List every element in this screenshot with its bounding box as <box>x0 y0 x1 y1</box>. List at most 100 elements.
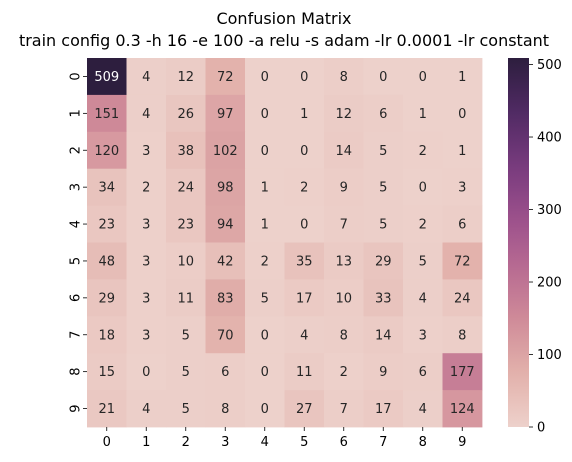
cell-value-label: 38 <box>177 144 194 159</box>
x-axis-ticks: 0 1 2 3 4 5 6 7 8 9 <box>103 427 466 450</box>
heatmap-cell <box>126 390 167 428</box>
heatmap-cell <box>126 94 167 133</box>
heatmap-cell <box>245 316 285 354</box>
y-tick-label: 6 <box>69 294 84 302</box>
cell-value-label: 14 <box>375 328 392 343</box>
cell-value-label: 11 <box>296 365 313 380</box>
heatmap-cell <box>363 58 404 96</box>
y-tick-label: 0 <box>69 72 84 80</box>
heatmap-cell <box>245 242 285 280</box>
y-tick-label: 9 <box>69 404 84 412</box>
cell-value-label: 24 <box>177 181 194 196</box>
cell-value-label: 120 <box>94 144 119 159</box>
heatmap-cell <box>126 316 167 354</box>
cell-value-label: 12 <box>335 107 352 122</box>
heatmap-cell <box>126 205 167 243</box>
cell-value-label: 4 <box>142 70 150 85</box>
heatmap-cell <box>245 279 285 317</box>
y-tick-label: 4 <box>69 220 84 228</box>
heatmap-cell <box>442 279 483 317</box>
x-tick-label: 6 <box>340 435 348 450</box>
colorbar-tick-label: 200 <box>537 276 562 291</box>
x-tick-label: 1 <box>142 435 150 450</box>
cell-value-label: 1 <box>458 70 466 85</box>
heatmap-cell <box>284 316 325 354</box>
cell-value-label: 124 <box>450 402 475 417</box>
heatmap-cell <box>284 353 325 391</box>
cell-value-label: 0 <box>261 402 269 417</box>
heatmap-cell <box>403 94 443 133</box>
heatmap-cell <box>87 353 127 391</box>
heatmap-cells <box>87 58 483 428</box>
cell-value-label: 34 <box>98 181 115 196</box>
heatmap-cell <box>284 242 325 280</box>
heatmap-cell <box>87 205 127 243</box>
colorbar-tick-label: 300 <box>537 203 562 218</box>
y-axis-ticks: 0 1 2 3 4 5 6 7 8 9 <box>69 72 87 413</box>
heatmap-cell <box>284 131 325 170</box>
x-tick-label: 0 <box>103 435 111 450</box>
heatmap-cell <box>126 353 167 391</box>
heatmap-cell <box>205 390 246 428</box>
cell-value-label: 6 <box>221 365 229 380</box>
heatmap-cell <box>403 316 443 354</box>
cell-value-label: 177 <box>450 365 475 380</box>
cell-value-label: 18 <box>98 328 115 343</box>
cell-value-label: 70 <box>217 328 234 343</box>
cell-value-label: 23 <box>98 218 115 233</box>
cell-value-label: 5 <box>379 218 387 233</box>
cell-value-label: 1 <box>300 107 308 122</box>
cell-value-label: 10 <box>335 291 352 306</box>
cell-value-label: 21 <box>98 402 115 417</box>
cell-value-label: 5 <box>182 402 190 417</box>
heatmap-cell <box>324 168 364 206</box>
cell-value-label: 4 <box>419 291 427 306</box>
cell-value-label: 26 <box>177 107 194 122</box>
cell-value-label: 0 <box>300 218 308 233</box>
cell-value-label: 4 <box>142 402 150 417</box>
heatmap-cell <box>284 94 325 133</box>
heatmap-cell <box>166 94 206 133</box>
heatmap-cell <box>363 316 404 354</box>
cell-value-label: 2 <box>142 181 150 196</box>
cell-value-label: 29 <box>375 254 392 269</box>
cell-value-label: 4 <box>300 328 308 343</box>
heatmap-cell <box>126 242 167 280</box>
cell-value-label: 7 <box>340 218 348 233</box>
cell-value-label: 9 <box>379 365 387 380</box>
heatmap-cell <box>245 390 285 428</box>
cell-value-label: 3 <box>142 254 150 269</box>
heatmap-cell <box>324 131 364 170</box>
heatmap-cell <box>166 58 206 96</box>
cell-value-label: 151 <box>94 107 119 122</box>
cell-value-label: 3 <box>142 328 150 343</box>
colorbar-tick-label: 500 <box>537 58 562 73</box>
colorbar-tick-label: 100 <box>537 348 562 363</box>
cell-value-label: 509 <box>94 70 119 85</box>
heatmap-cell <box>245 94 285 133</box>
cell-value-label: 6 <box>458 218 466 233</box>
heatmap-cell <box>284 279 325 317</box>
heatmap-cell <box>324 94 364 133</box>
cell-value-label: 3 <box>142 144 150 159</box>
cell-value-label: 27 <box>296 402 313 417</box>
cell-value-label: 0 <box>261 365 269 380</box>
heatmap-cell <box>166 316 206 354</box>
heatmap-cell <box>403 353 443 391</box>
cell-value-label: 72 <box>217 70 234 85</box>
heatmap-cell <box>403 58 443 96</box>
heatmap-cell <box>166 390 206 428</box>
colorbar-tick-label: 400 <box>537 131 562 146</box>
cell-value-label: 0 <box>261 107 269 122</box>
cell-value-label: 24 <box>454 291 471 306</box>
heatmap-cell <box>166 205 206 243</box>
heatmap-cell <box>205 242 246 280</box>
heatmap-cell <box>363 168 404 206</box>
cell-value-label: 3 <box>458 181 466 196</box>
heatmap-cell <box>205 168 246 206</box>
y-tick-label: 3 <box>69 183 84 191</box>
heatmap-cell <box>87 131 127 170</box>
cell-value-label: 8 <box>340 328 348 343</box>
heatmap-cell <box>284 58 325 96</box>
